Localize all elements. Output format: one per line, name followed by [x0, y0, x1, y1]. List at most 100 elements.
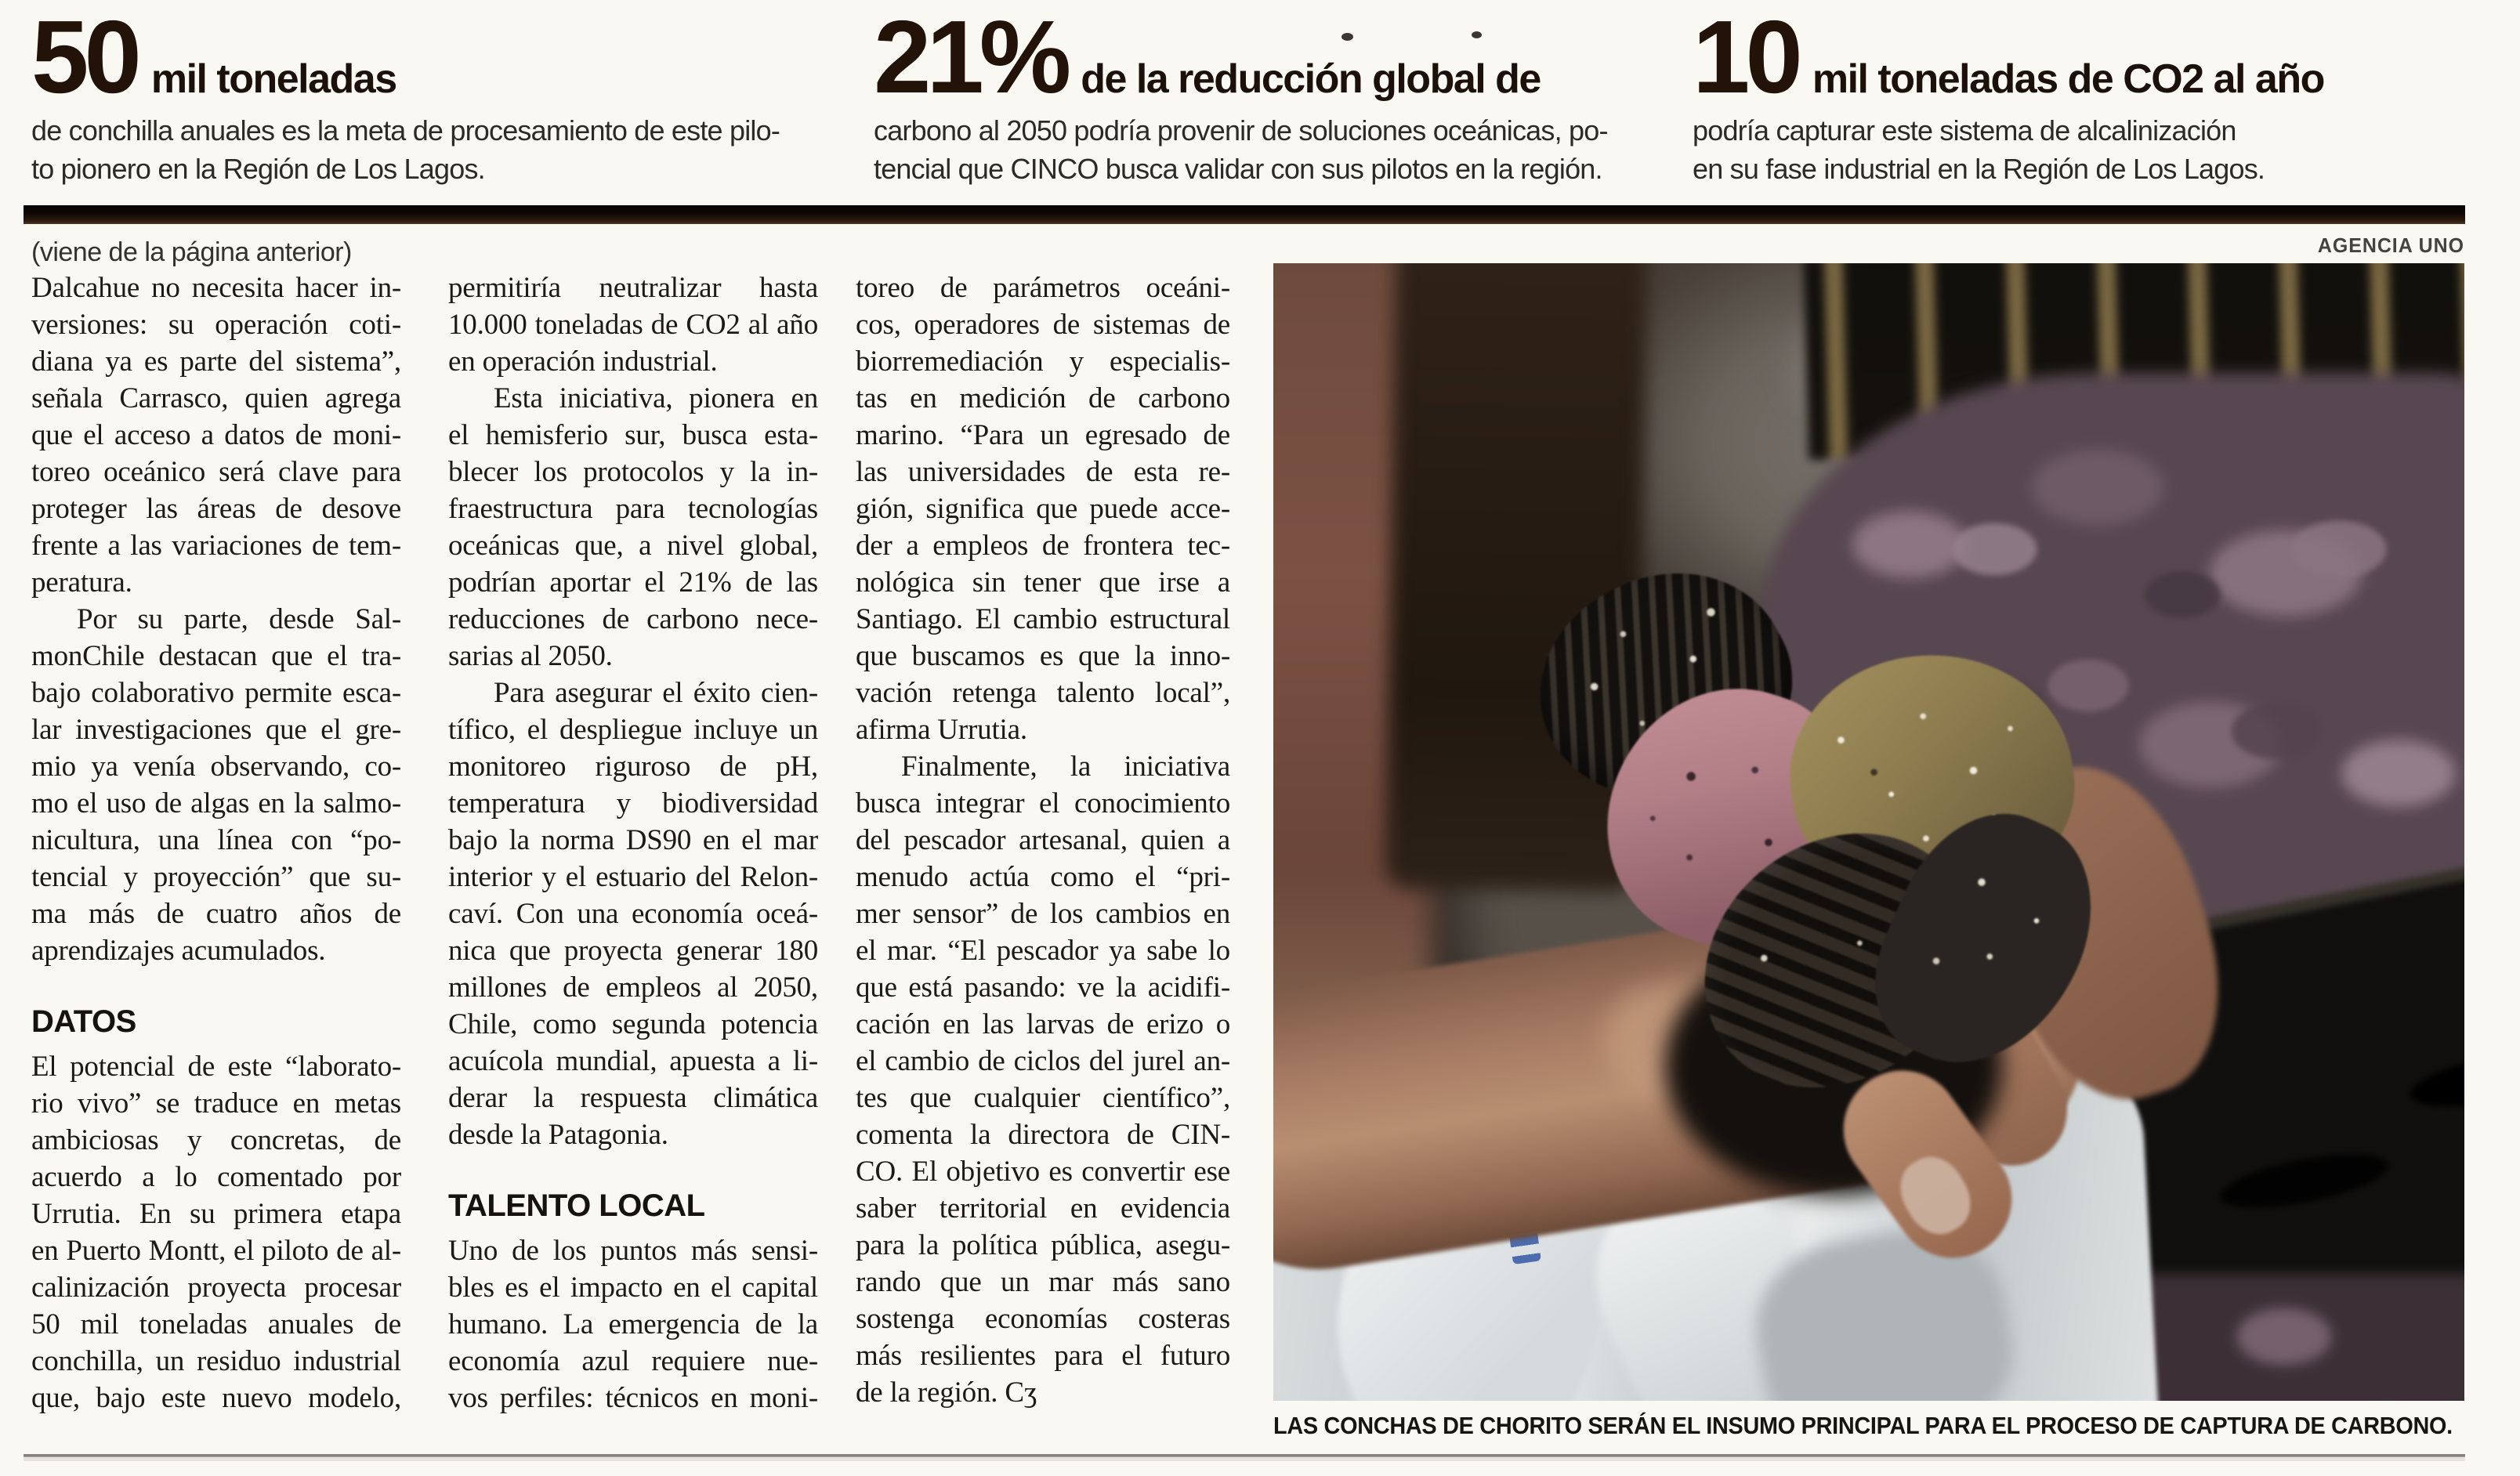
stat-description-line: podría capturar este sistema de alcalini… [1693, 114, 2236, 147]
body-text-line: vación retenga talento local”, [856, 677, 1230, 709]
body-text-line: reducciones de carbono nece- [448, 603, 818, 635]
body-text-line: frente a las variaciones de tem- [31, 530, 401, 562]
body-text-line: tífico, el despliegue incluye un [448, 714, 818, 746]
print-artifact [1341, 33, 1353, 41]
body-text-line: oceánicas que, a nivel global, [448, 530, 818, 562]
section-divider-bar [24, 205, 2465, 224]
body-text-line: mo el uso de algas en la salmo- [31, 787, 401, 819]
body-text-line: sostenga economías costeras [856, 1303, 1230, 1335]
photo-vignette [1273, 263, 2464, 1401]
body-text-line: menudo actúa como el “pri- [856, 861, 1230, 893]
body-text-line: vos perfiles: técnicos en moni- [448, 1382, 818, 1414]
body-text-line: más resilientes para el futuro [856, 1340, 1230, 1372]
article-column-2: permitiría neutralizar hasta 10.000 tonel… [448, 270, 818, 1416]
body-text-line: desde la Patagonia. [448, 1119, 668, 1151]
body-text-line: el cambio de ciclos del jurel an- [856, 1045, 1230, 1077]
article-photo [1273, 263, 2464, 1401]
body-text-line: peratura. [31, 566, 132, 599]
body-text-line: Santiago. El cambio estructural [856, 603, 1230, 635]
body-text-line: nicultura, una línea con “po- [31, 824, 401, 856]
body-text-line: señala Carrasco, quien agrega [31, 382, 401, 414]
body-text-line: del pescador artesanal, quien a [856, 824, 1230, 856]
stat-head: 10 mil toneladas de CO2 al año [1693, 5, 2484, 109]
stat-description: de conchilla anuales es la meta de proce… [31, 111, 838, 188]
body-text-line: blecer los protocolos y la in- [448, 456, 818, 488]
body-text-line: CO. El objetivo es convertir ese [856, 1156, 1230, 1188]
body-text-line: tencial y proyección” que su- [31, 861, 401, 893]
stat-number: 21% [874, 0, 1071, 114]
body-text-line: para la política pública, asegu- [856, 1229, 1230, 1261]
body-text-line: mio ya venía observando, co- [31, 751, 401, 783]
body-text-line: interior y el estuario del Relon- [448, 861, 818, 893]
body-text-line: toreo oceánico será clave para [31, 456, 401, 488]
continued-from-notice: (viene de la página anterior) [31, 237, 352, 267]
body-text-line: ma más de cuatro años de [31, 898, 401, 930]
stat-block-21-percent: 21% de la reducción global de carbono al… [874, 0, 1681, 188]
body-text-line: monChile destacan que el tra- [31, 640, 401, 672]
stat-description-line: de conchilla anuales es la meta de proce… [31, 114, 780, 147]
body-text-line: biorremediación y especialis- [856, 345, 1230, 378]
body-text-line: caví. Con una economía oceá- [448, 898, 818, 930]
body-text-line: millones de empleos al 2050, [448, 971, 818, 1004]
body-text-line: temperatura y biodiversidad [448, 787, 818, 819]
stat-unit: de la reducción global de [1081, 56, 1541, 102]
body-text-line: toreo de parámetros oceáni- [856, 272, 1230, 304]
stat-block-50-mil-toneladas: 50 mil toneladas de conchilla anuales es… [31, 0, 838, 188]
body-text-line: nica que proyecta generar 180 [448, 935, 818, 967]
stat-description: carbono al 2050 podría provenir de soluc… [874, 111, 1681, 188]
body-text-line: marino. “Para un egresado de [856, 419, 1230, 451]
stat-unit: mil toneladas [150, 56, 397, 102]
body-text-line: Esta iniciativa, pionera en [494, 382, 818, 414]
body-text-line: en Puerto Montt, el piloto de al- [31, 1235, 401, 1267]
body-text-line: bles es el impacto en el capital [448, 1272, 818, 1304]
stat-description-line: tencial que CINCO busca validar con sus … [874, 153, 1603, 185]
body-text-line: saber territorial en evidencia [856, 1192, 1230, 1225]
body-text-line: bajo la norma DS90 en el mar [448, 824, 818, 856]
body-text-line: lar investigaciones que el gre- [31, 714, 401, 746]
body-text-line: humano. La emergencia de la [448, 1308, 818, 1340]
body-text-line: que está pasando: ve la acidifi- [856, 971, 1230, 1004]
body-text-line: Urrutia. En su primera etapa [31, 1198, 401, 1230]
stat-description-line: to pionero en la Región de Los Lagos. [31, 153, 486, 185]
body-text-line: el mar. “El pescador ya sabe lo [856, 935, 1230, 967]
body-text-line: Por su parte, desde Sal- [77, 603, 401, 635]
section-heading: TALENTO LOCAL [448, 1188, 705, 1223]
body-text-line: afirma Urrutia. [856, 714, 1027, 746]
body-text-line: tes que cualquier científico”, [856, 1082, 1230, 1114]
body-text-line: cación en las larvas de erizo o [856, 1008, 1230, 1040]
section-heading: DATOS [31, 1004, 136, 1039]
body-text-line: proteger las áreas de desove [31, 493, 401, 525]
body-text-line: El potencial de este “laborato- [31, 1051, 401, 1083]
body-text-line: versiones: su operación coti- [31, 309, 401, 341]
photo-credit: AGENCIA UNO [2317, 233, 2464, 257]
body-text-line: bajo colaborativo permite esca- [31, 677, 401, 709]
body-text-line: busca integrar el conocimiento [856, 787, 1230, 819]
body-text-line: 50 mil toneladas anuales de [31, 1308, 401, 1340]
stat-number: 50 [31, 0, 142, 114]
body-text-line: 10.000 toneladas de CO2 al año [448, 309, 818, 341]
stat-head: 50 mil toneladas [31, 0, 838, 114]
body-text-line: fraestructura para tecnologías [448, 493, 818, 525]
stat-description: podría capturar este sistema de alcalini… [1693, 111, 2484, 188]
body-text-line: Dalcahue no necesita hacer in- [31, 272, 401, 304]
print-artifact [1472, 31, 1482, 38]
body-text-line: de la región. Cʒ [856, 1377, 1037, 1409]
body-text-line: rio vivo” se traduce en metas [31, 1087, 401, 1120]
stat-description-line: carbono al 2050 podría provenir de soluc… [874, 114, 1608, 147]
body-text-line: conchilla, un residuo industrial [31, 1345, 401, 1377]
body-text-line: el hemisferio sur, busca esta- [448, 419, 818, 451]
body-text-line: ambiciosas y concretas, de [31, 1124, 401, 1156]
body-text-line: que buscamos es que la inno- [856, 640, 1230, 672]
body-text-line: calinización proyecta procesar [31, 1272, 401, 1304]
body-text-line: en operación industrial. [448, 345, 718, 378]
stat-description-line: en su fase industrial en la Región de Lo… [1693, 153, 2265, 185]
article-column-3: toreo de parámetros oceáni-cos, operador… [856, 270, 1230, 1411]
body-text-line: aprendizajes acumulados. [31, 935, 326, 967]
body-text-line: derar la respuesta climática [448, 1082, 818, 1114]
body-text-line: nológica sin tener que irse a [856, 566, 1230, 599]
body-text-line: economía azul requiere nue- [448, 1345, 818, 1377]
body-text-line: podrían aportar el 21% de las [448, 566, 818, 599]
body-text-line: que el acceso a datos de moni- [31, 419, 401, 451]
body-text-line: mer sensor” de los cambios en [856, 898, 1230, 930]
